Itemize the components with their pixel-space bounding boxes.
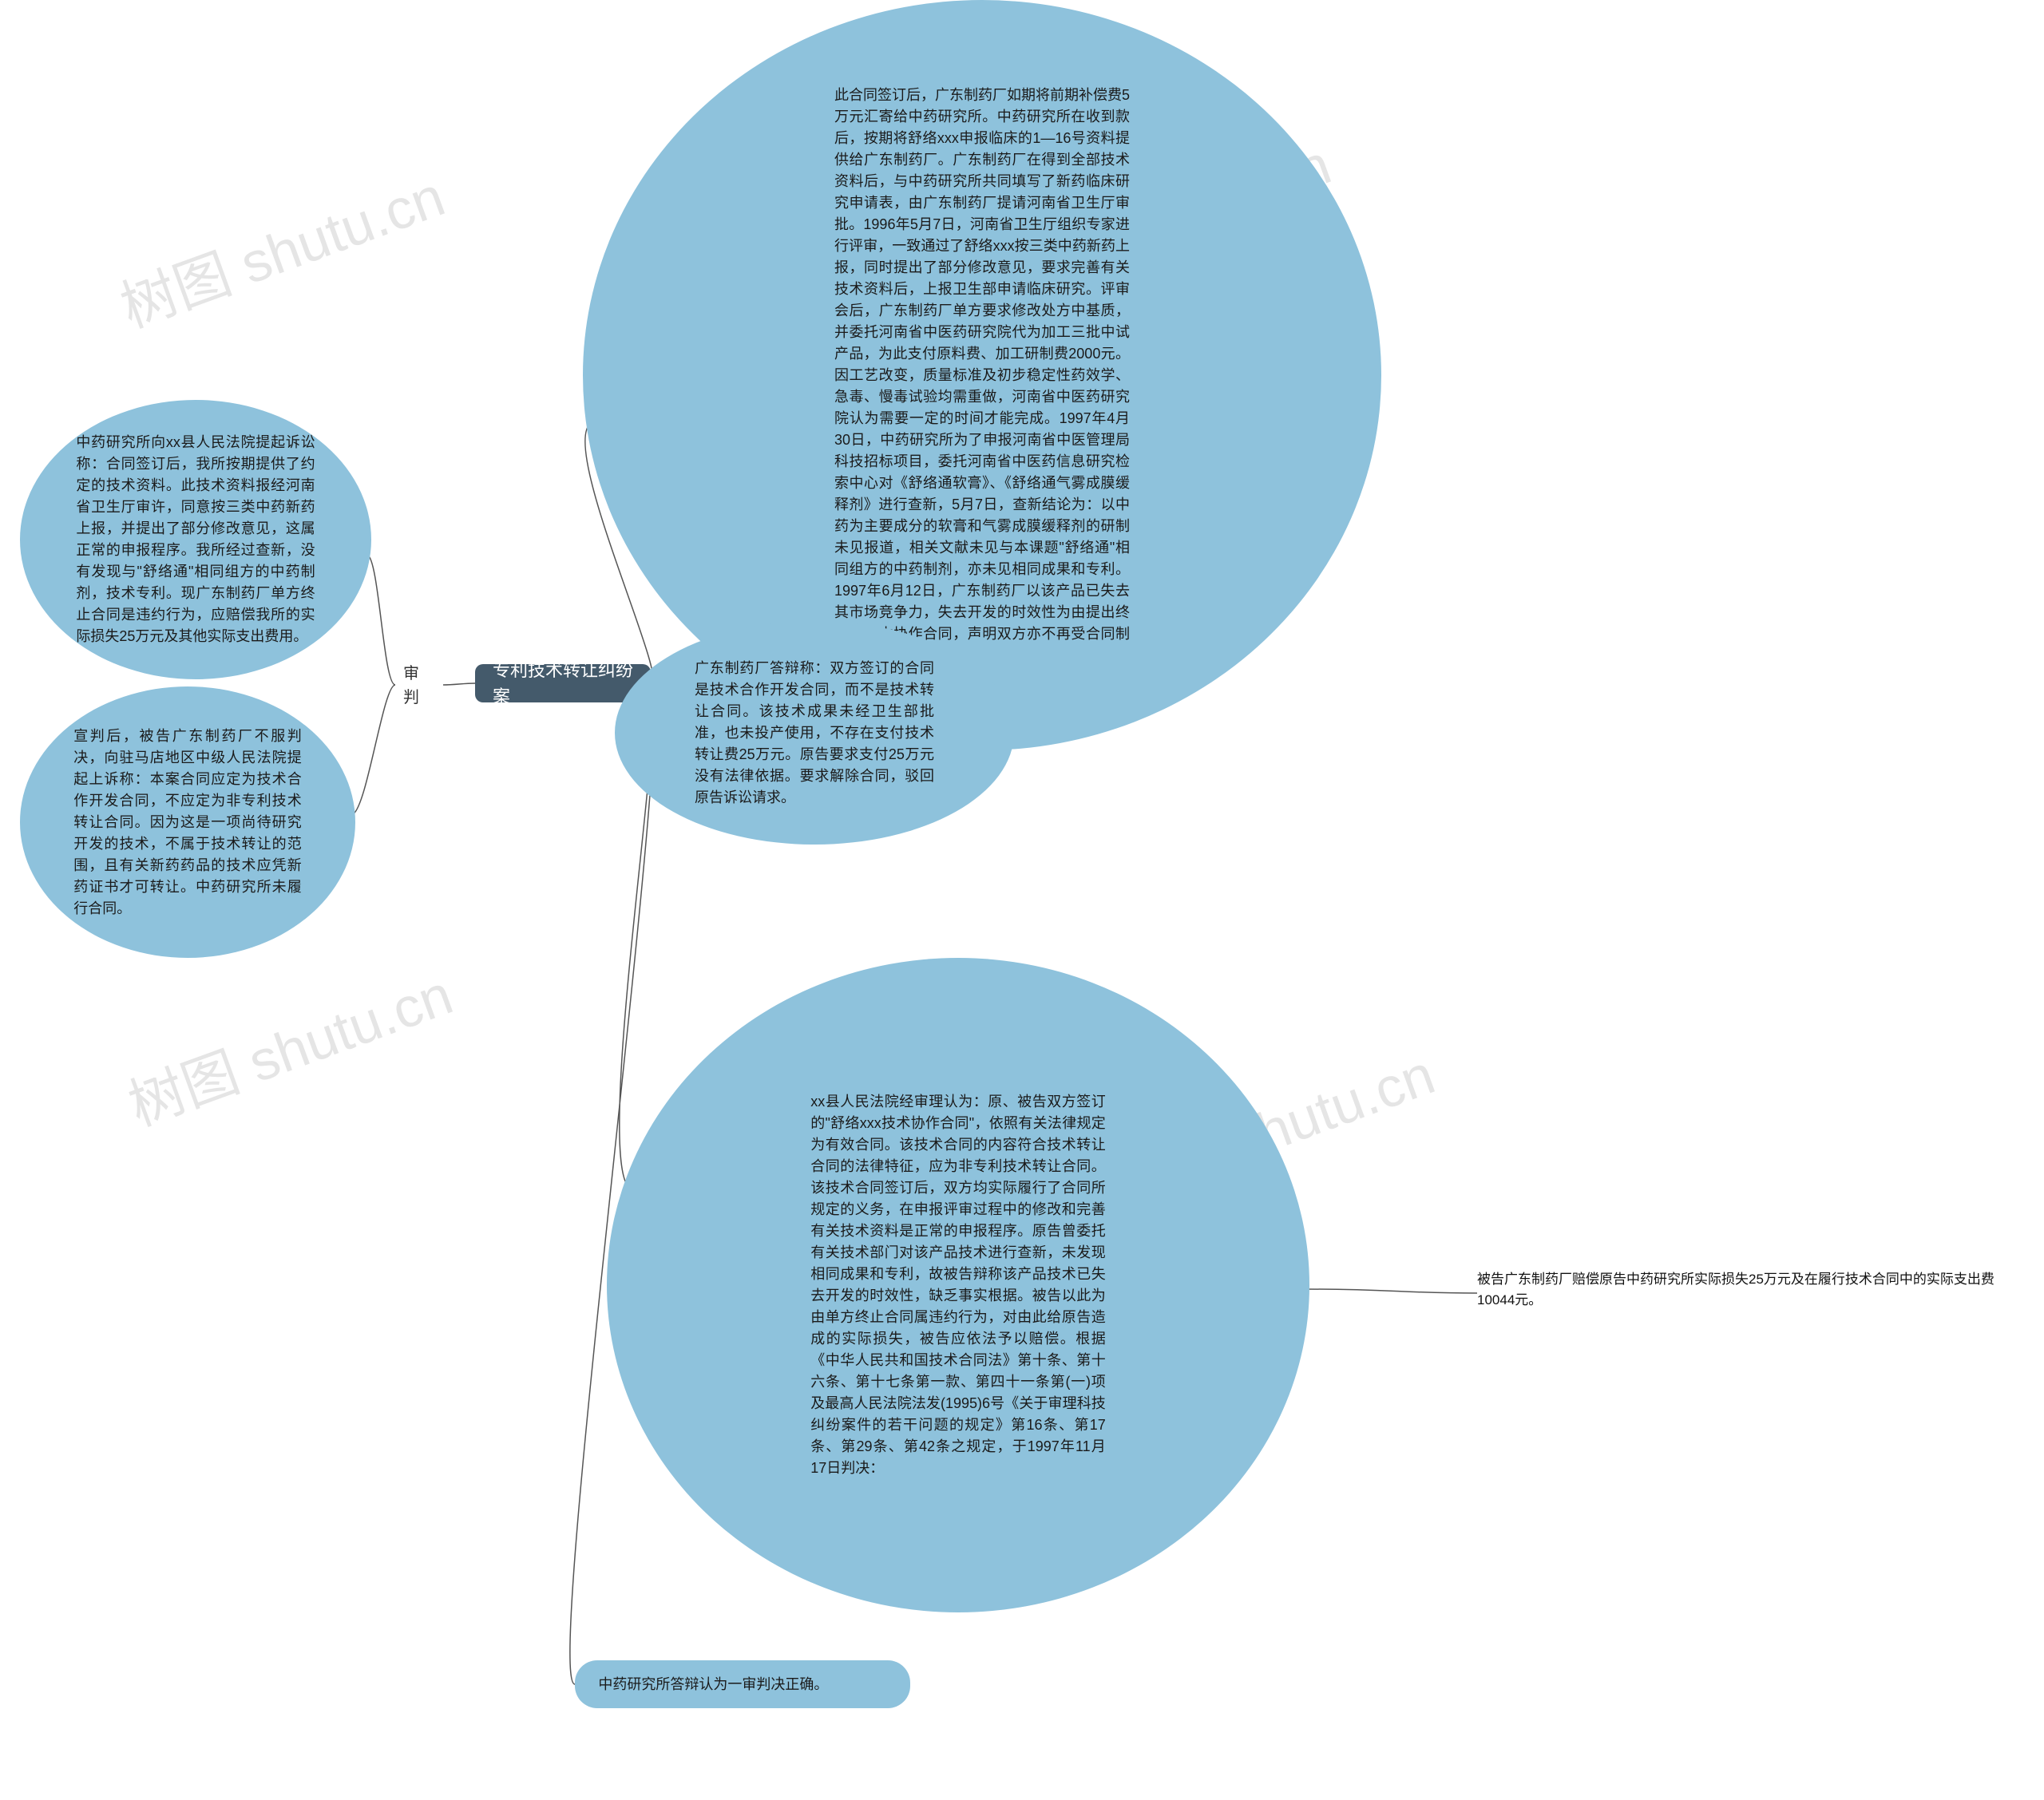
edge [443,683,475,685]
watermark: 树图 shutu.cn [109,152,454,344]
node-text: 中药研究所向xx县人民法院提起诉讼称：合同签订后，我所按期提供了约定的技术资料。… [76,432,315,647]
node-judgment-leaf: 被告广东制药厂赔偿原告中药研究所实际损失25万元及在履行技术合同中的实际支出费1… [1477,1269,2004,1310]
trial-label: 审 判 [403,662,435,710]
node-text: 宣判后，被告广东制药厂不服判决，向驻马店地区中级人民法院提起上诉称：本案合同应定… [73,726,302,920]
node-text: 中药研究所答辩认为一审判决正确。 [598,1674,886,1695]
node-contract-facts: 此合同签订后，广东制药厂如期将前期补偿费5万元汇寄给中药研究所。中药研究所在收到… [583,0,1381,750]
node-appeal: 宣判后，被告广东制药厂不服判决，向驻马店地区中级人民法院提起上诉称：本案合同应定… [20,686,355,958]
node-defendant-plea: 广东制药厂答辩称：双方签订的合同是技术合作开发合同，而不是技术转让合同。该技术成… [615,621,1014,845]
trial-node: 审 判 [395,674,443,698]
node-text: xx县人民法院经审理认为：原、被告双方签订的"舒络xxx技术协作合同"，依照有关… [810,1091,1106,1479]
node-plaintiff-claim: 中药研究所向xx县人民法院提起诉讼称：合同签订后，我所按期提供了约定的技术资料。… [20,400,371,679]
edge [367,555,395,685]
edge [353,685,395,814]
node-court-opinion: xx县人民法院经审理认为：原、被告双方签订的"舒络xxx技术协作合同"，依照有关… [607,958,1309,1612]
edge [1305,1289,1477,1293]
node-text: 广东制药厂答辩称：双方签订的合同是技术合作开发合同，而不是技术转让合同。该技术成… [695,658,934,809]
node-text: 被告广东制药厂赔偿原告中药研究所实际损失25万元及在履行技术合同中的实际支出费1… [1477,1269,2004,1310]
root-label: 专利技术转让纠纷案 [493,657,633,710]
watermark: 树图 shutu.cn [117,951,462,1142]
node-plaintiff-reply: 中药研究所答辩认为一审判决正确。 [575,1660,910,1708]
node-text: 此合同签订后，广东制药厂如期将前期补偿费5万元汇寄给中药研究所。中药研究所在收到… [834,85,1130,667]
